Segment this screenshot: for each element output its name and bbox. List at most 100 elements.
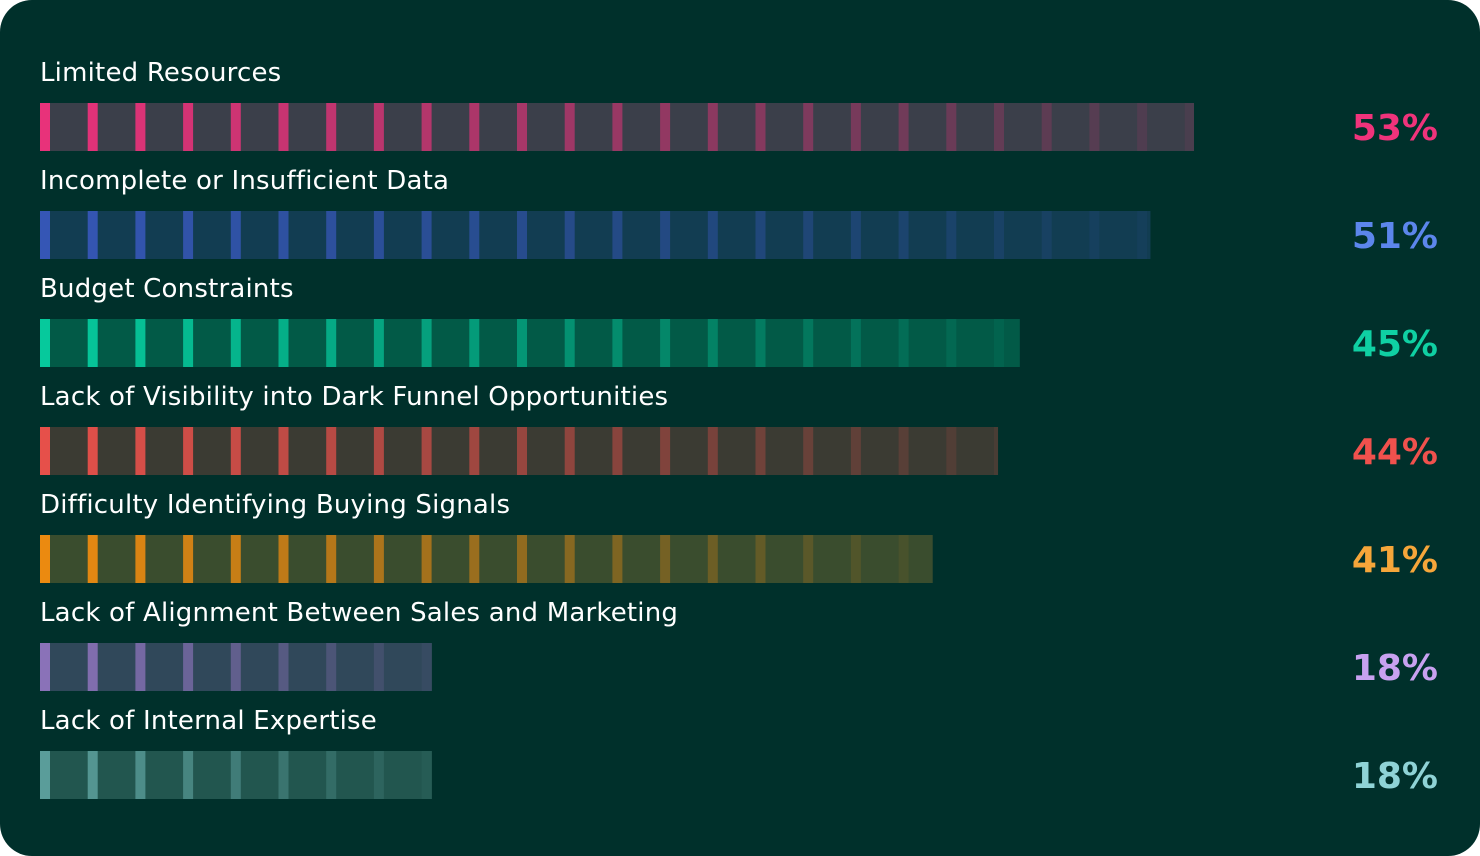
value-label: 44% [1352, 432, 1438, 473]
value-label: 18% [1352, 756, 1438, 797]
bar-stripe [87, 427, 98, 475]
bar-stripe [994, 319, 1004, 367]
bar-stripe [517, 427, 527, 475]
bar [40, 319, 1020, 367]
bar-stripe [660, 211, 671, 259]
bar-stripe [278, 751, 289, 799]
bar-stripe [373, 319, 384, 367]
bar-stripe [469, 535, 480, 583]
bar-stripe [946, 427, 957, 475]
bar-stripe [326, 319, 337, 367]
bar-stripe [135, 751, 146, 799]
bar-stripe [87, 751, 98, 799]
value-label: 45% [1352, 324, 1438, 365]
bar [40, 211, 1151, 259]
bar-stripe [40, 103, 50, 151]
value-label: 18% [1352, 648, 1438, 689]
bar-stripe [183, 103, 194, 151]
bar-stripe [898, 103, 909, 151]
bar-stripe [803, 427, 814, 475]
bar-stripe [230, 211, 241, 259]
bar-stripe [421, 643, 432, 691]
bar-stripe [755, 103, 766, 151]
bar-stripe [469, 103, 480, 151]
bar-stripe [40, 643, 50, 691]
bar-stripe [850, 535, 861, 583]
bar-stripe [612, 319, 623, 367]
bar-stripe [707, 211, 718, 259]
bar-stripe [707, 535, 718, 583]
bar-track [40, 211, 1151, 259]
bar-stripe [373, 211, 384, 259]
bar-stripe [278, 535, 289, 583]
bar-stripe [135, 103, 146, 151]
value-label: 41% [1352, 540, 1438, 581]
bar-stripe [326, 643, 337, 691]
bar-stripe [850, 319, 861, 367]
bar-stripe [469, 211, 480, 259]
bar-stripe [326, 211, 337, 259]
bar-stripe [421, 103, 432, 151]
bar-stripe [946, 211, 957, 259]
bar-stripe [803, 103, 814, 151]
bar-stripe [469, 427, 480, 475]
bar-stripe [278, 211, 289, 259]
bar-stripe [87, 643, 98, 691]
bar-stripe [278, 103, 289, 151]
bar-stripe [87, 103, 98, 151]
bar-stripe [183, 427, 194, 475]
bar-stripe [517, 535, 527, 583]
bar-stripe [183, 643, 194, 691]
bar-stripe [230, 643, 241, 691]
bar-stripe [278, 427, 289, 475]
bar-stripe [135, 643, 146, 691]
bar-stripe [40, 751, 50, 799]
bar-stripe [40, 427, 50, 475]
bar-stripe [135, 319, 146, 367]
value-label: 51% [1352, 216, 1438, 257]
bar-stripe [230, 535, 241, 583]
bar-stripe [40, 319, 50, 367]
bar-stripe [421, 751, 432, 799]
bar-stripe [230, 427, 241, 475]
bar-stripe [421, 211, 432, 259]
bar-stripe [803, 535, 814, 583]
bar-stripe [326, 103, 337, 151]
bar-stripe [183, 751, 194, 799]
bar-stripe [898, 211, 909, 259]
bar-stripe [183, 319, 194, 367]
category-label: Incomplete or Insufficient Data [40, 166, 449, 196]
bar-stripe [660, 103, 671, 151]
bar-stripe [994, 211, 1004, 259]
bar-stripe [421, 535, 432, 583]
bar-stripe [660, 427, 671, 475]
bar-stripe [898, 535, 909, 583]
bar-stripe [755, 211, 766, 259]
bar-stripe [755, 319, 766, 367]
bar-stripe [373, 103, 384, 151]
bar-stripe [40, 535, 50, 583]
bar-stripe [1137, 103, 1148, 151]
category-label: Difficulty Identifying Buying Signals [40, 490, 510, 520]
bar-stripe [326, 427, 337, 475]
bar-stripe [994, 427, 999, 475]
bar-stripe [40, 211, 50, 259]
bar-stripe [1041, 211, 1052, 259]
bar-stripe [517, 211, 527, 259]
bar-stripe [803, 211, 814, 259]
bar-stripe [946, 103, 957, 151]
category-label: Lack of Internal Expertise [40, 706, 377, 736]
bar-stripe [135, 211, 146, 259]
bar-stripe [707, 427, 718, 475]
bar-stripe [612, 103, 623, 151]
bar-stripe [87, 319, 98, 367]
bar-stripe [326, 751, 337, 799]
bar-stripe [278, 643, 289, 691]
bar-stripe [707, 319, 718, 367]
bar-stripe [1089, 211, 1100, 259]
bar-stripe [994, 103, 1004, 151]
bar-stripe [660, 319, 671, 367]
bar-stripe [373, 751, 384, 799]
